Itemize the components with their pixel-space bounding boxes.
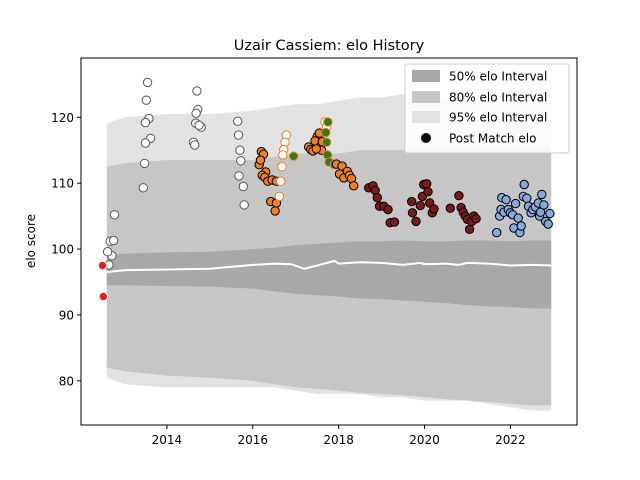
legend-label-post-match: Post Match elo xyxy=(449,132,536,146)
elo-point-6-10 xyxy=(510,198,521,209)
band-50 xyxy=(106,240,552,309)
elo-point-7-0 xyxy=(97,260,108,271)
elo-point-4-7 xyxy=(349,181,359,191)
elo-point-6-16 xyxy=(522,193,532,204)
legend-marker-post-match xyxy=(421,133,431,143)
elo-point-0-4 xyxy=(108,235,119,246)
legend: 50% elo Interval 80% elo Interval 95% el… xyxy=(404,63,570,154)
legend-label-95: 95% elo Interval xyxy=(449,111,547,125)
y-axis-label: elo score xyxy=(24,214,38,268)
elo-point-0-2 xyxy=(102,247,113,257)
elo-point-3-0 xyxy=(288,151,299,161)
elo-point-1-3 xyxy=(255,155,266,165)
elo-point-5-16 xyxy=(423,187,433,197)
elo-point-5-3 xyxy=(372,193,382,203)
elo-point-5-19 xyxy=(429,204,439,214)
elo-point-5-9 xyxy=(407,196,417,207)
elo-point-5-8 xyxy=(389,217,400,227)
elo-point-6-27 xyxy=(543,219,553,229)
elo-point-0-26 xyxy=(234,171,244,181)
elo-point-5-11 xyxy=(411,216,421,227)
elo-point-6-15 xyxy=(519,179,529,190)
elo-point-3-2 xyxy=(321,127,331,138)
elo-point-5-15 xyxy=(422,179,432,189)
elo-point-6-24 xyxy=(537,189,547,200)
elo-point-2-5 xyxy=(276,176,286,186)
median-elo-line xyxy=(106,259,552,274)
elo-point-5-20 xyxy=(445,203,455,213)
x-tick-label-2014: 2014 xyxy=(152,433,183,447)
elo-point-0-14 xyxy=(192,86,202,96)
elo-point-0-23 xyxy=(233,130,244,140)
y-tick-label-90: 90 xyxy=(59,308,74,322)
elo-point-5-12 xyxy=(415,200,425,211)
elo-point-0-20 xyxy=(190,140,200,150)
elo-point-5-29 xyxy=(471,214,481,224)
legend-swatch-50 xyxy=(412,70,440,82)
elo-point-0-28 xyxy=(239,200,249,210)
legend-label-80: 80% elo Interval xyxy=(449,91,547,105)
elo-point-0-11 xyxy=(140,138,151,148)
elo-point-0-3 xyxy=(109,210,120,220)
y-tick-label-120: 120 xyxy=(51,111,74,125)
x-tick-label-2020: 2020 xyxy=(409,433,440,447)
elo-point-5-21 xyxy=(454,191,464,201)
elo-point-0-22 xyxy=(233,116,243,127)
elo-point-6-13 xyxy=(516,221,526,231)
elo-point-2-6 xyxy=(274,191,285,202)
elo-point-0-24 xyxy=(235,145,245,155)
elo-point-0-6 xyxy=(142,77,153,88)
elo-point-0-12 xyxy=(139,158,150,169)
x-tick-label-2022: 2022 xyxy=(495,433,526,447)
elo-point-0-13 xyxy=(138,183,149,193)
legend-frame xyxy=(404,63,570,154)
elo-point-0-9 xyxy=(140,117,151,128)
legend-swatch-80 xyxy=(412,91,440,103)
elo-point-6-28 xyxy=(545,208,555,219)
elo-point-1-12 xyxy=(270,206,280,216)
legend-swatch-95 xyxy=(412,111,440,123)
x-tick-label-2018: 2018 xyxy=(323,433,354,447)
y-tick-label-110: 110 xyxy=(51,177,74,191)
elo-point-0-21 xyxy=(194,120,204,130)
elo-point-0-25 xyxy=(236,156,246,166)
axes-frame xyxy=(80,57,578,426)
elo-point-3-1 xyxy=(323,117,333,127)
elo-point-7-1 xyxy=(98,291,109,302)
plot-area xyxy=(97,77,555,411)
elo-point-1-22 xyxy=(311,144,321,154)
elo-point-6-11 xyxy=(513,213,523,223)
elo-point-2-4 xyxy=(277,162,287,172)
x-axis: 2014 2016 2018 2020 2022 xyxy=(152,425,526,447)
elo-point-5-10 xyxy=(407,208,418,218)
y-tick-label-80: 80 xyxy=(59,374,74,388)
elo-point-6-5 xyxy=(501,195,511,205)
elo-point-5-26 xyxy=(464,224,475,235)
elo-point-3-3 xyxy=(321,137,332,148)
elo-point-2-3 xyxy=(278,150,288,160)
y-axis: 80 90 100 110 120 xyxy=(51,111,81,388)
elo-point-6-25 xyxy=(539,200,549,210)
elo-point-6-0 xyxy=(492,227,502,238)
y-tick-label-100: 100 xyxy=(51,243,74,257)
legend-label-50: 50% elo Interval xyxy=(449,70,547,84)
chart-title: Uzair Cassiem: elo History xyxy=(234,38,425,54)
x-tick-label-2016: 2016 xyxy=(238,433,269,447)
elo-point-0-7 xyxy=(141,95,152,105)
elo-point-5-6 xyxy=(383,204,393,215)
elo-point-0-27 xyxy=(238,181,249,192)
elo-point-0-16 xyxy=(191,108,201,119)
